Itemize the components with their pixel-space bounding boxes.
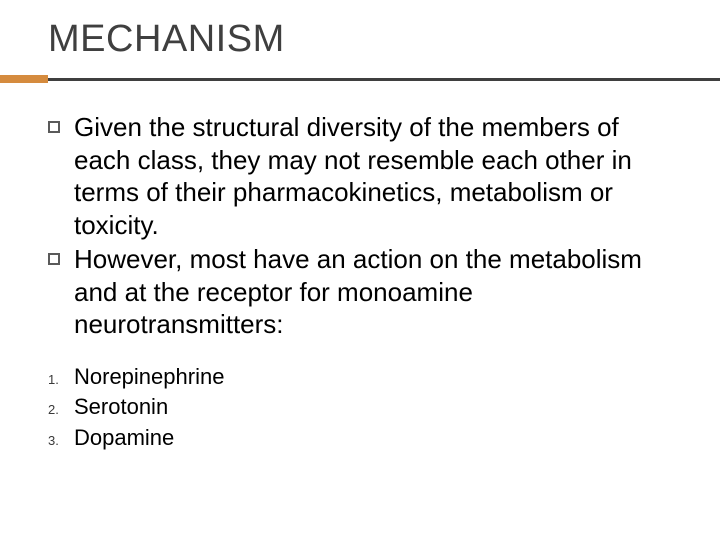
list-item: 1. Norepinephrine	[48, 363, 672, 392]
numbered-text: Norepinephrine	[74, 363, 224, 392]
list-item: Given the structural diversity of the me…	[48, 111, 672, 241]
bullet-text: Given the structural diversity of the me…	[74, 111, 672, 241]
bullet-text: However, most have an action on the meta…	[74, 243, 672, 341]
divider	[0, 75, 720, 83]
numbered-text: Serotonin	[74, 393, 168, 422]
square-bullet-icon	[48, 121, 60, 133]
list-item: 3. Dopamine	[48, 424, 672, 453]
numbered-text: Dopamine	[74, 424, 174, 453]
bullet-list: Given the structural diversity of the me…	[48, 111, 672, 341]
divider-accent	[0, 75, 48, 83]
number-marker: 3.	[48, 433, 74, 448]
number-marker: 2.	[48, 402, 74, 417]
slide-title: MECHANISM	[0, 18, 720, 61]
numbered-list: 1. Norepinephrine 2. Serotonin 3. Dopami…	[48, 363, 672, 453]
list-item: However, most have an action on the meta…	[48, 243, 672, 341]
number-marker: 1.	[48, 372, 74, 387]
slide: MECHANISM Given the structural diversity…	[0, 0, 720, 540]
content-area: Given the structural diversity of the me…	[0, 111, 720, 452]
divider-line	[48, 78, 720, 81]
list-item: 2. Serotonin	[48, 393, 672, 422]
square-bullet-icon	[48, 253, 60, 265]
